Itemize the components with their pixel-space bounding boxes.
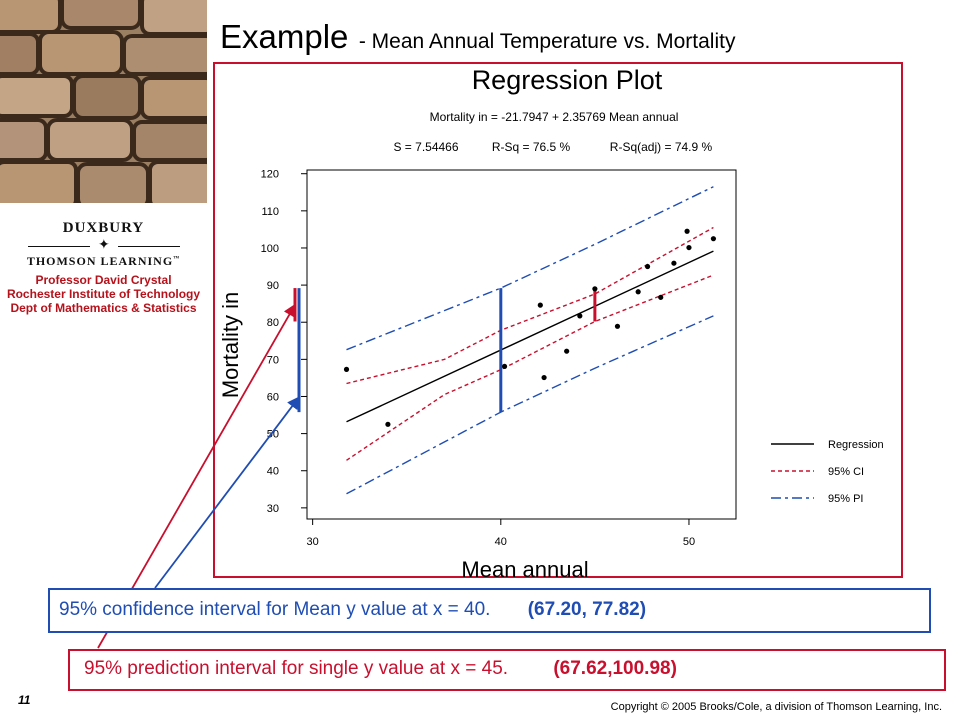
imprint-name: THOMSON LEARNING™	[26, 254, 181, 268]
author-line-2: Rochester Institute of Technology	[6, 287, 201, 301]
copyright-notice: Copyright © 2005 Brooks/Cole, a division…	[610, 701, 942, 713]
ci-callout: 95% confidence interval for Mean y value…	[48, 588, 931, 633]
publisher-logo: DUXBURY ✦ THOMSON LEARNING™ Professor Da…	[0, 218, 207, 315]
slide-title-sub: - Mean Annual Temperature vs. Mortality	[358, 30, 736, 53]
author-line-3: Dept of Mathematics & Statistics	[10, 301, 197, 315]
slide-title: Example - Mean Annual Temperature vs. Mo…	[220, 18, 735, 56]
ci-callout-result: (67.20, 77.82)	[527, 599, 647, 620]
ci-callout-text: 95% confidence interval for Mean y value…	[59, 599, 491, 620]
author-line-1: Professor David Crystal	[35, 273, 172, 287]
regression-plot-frame	[213, 62, 903, 578]
pi-callout-text: 95% prediction interval for single y val…	[84, 658, 509, 679]
stone-wall-image	[0, 0, 207, 203]
star-icon: ✦	[98, 236, 110, 252]
pi-callout-result: (67.62,100.98)	[553, 658, 677, 679]
slide-title-main: Example	[220, 18, 349, 55]
logo-divider: ✦	[0, 236, 207, 253]
slide-number: 11	[18, 693, 31, 707]
stone-wall-texture	[0, 0, 207, 203]
publisher-name: DUXBURY	[62, 220, 145, 236]
pi-callout: 95% prediction interval for single y val…	[68, 649, 946, 691]
trademark: ™	[173, 256, 181, 262]
